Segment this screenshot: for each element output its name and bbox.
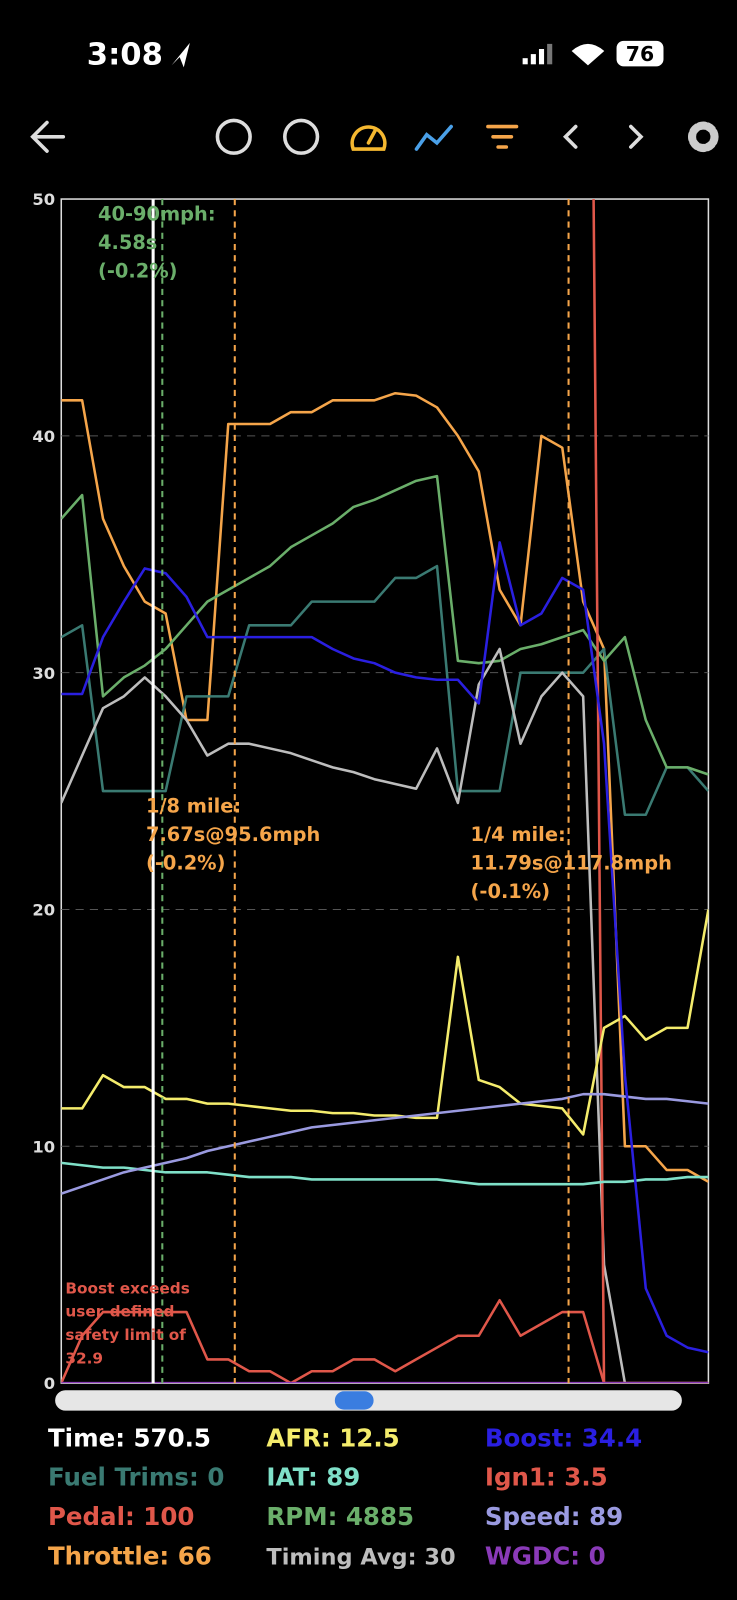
help-button[interactable] <box>283 118 320 155</box>
wifi-icon <box>571 43 605 66</box>
info-button[interactable] <box>215 118 252 155</box>
prev-button[interactable] <box>562 124 578 149</box>
annotation: (-0.2%) <box>146 852 226 875</box>
chart-button[interactable] <box>414 124 453 151</box>
location-icon <box>171 42 190 68</box>
series-line <box>61 541 709 1354</box>
annotation: Boost exceeds <box>65 1279 190 1297</box>
annotation: 32.9 <box>65 1350 103 1368</box>
signal-icon <box>522 43 553 65</box>
y-tick-label: 40 <box>32 427 55 446</box>
readout: Fuel Trims: 0 <box>48 1463 224 1492</box>
series-line <box>61 391 709 1183</box>
battery-icon <box>616 40 664 67</box>
readout: AFR: 12.5 <box>266 1423 399 1452</box>
readout: WGDC: 0 <box>485 1541 606 1570</box>
readout: Throttle: 66 <box>48 1541 212 1570</box>
battery-level: 76 <box>626 42 654 66</box>
readout: Ign1: 3.5 <box>485 1463 608 1492</box>
y-tick-label: 10 <box>32 1137 55 1156</box>
y-tick-label: 20 <box>32 901 55 920</box>
readout: Boost: 34.4 <box>485 1423 642 1452</box>
annotation: (-0.2%) <box>98 260 178 283</box>
annotation: user-defined <box>65 1303 174 1321</box>
annotation: 40-90mph: <box>98 202 216 225</box>
series-line <box>61 564 709 817</box>
series-line <box>61 909 709 1136</box>
back-button[interactable] <box>30 120 66 153</box>
settings-button[interactable] <box>687 121 719 153</box>
readout: Timing Avg: 30 <box>266 1544 455 1570</box>
readout: IAT: 89 <box>266 1463 360 1492</box>
series-line <box>61 1161 709 1186</box>
annotation: (-0.1%) <box>471 880 551 903</box>
series-line <box>61 474 709 776</box>
series-line <box>61 1298 709 1384</box>
annotation: 7.67s@95.6mph <box>146 823 320 846</box>
readout: RPM: 4885 <box>266 1502 414 1531</box>
y-tick-label: 0 <box>44 1374 55 1393</box>
annotation: 1/4 mile: <box>471 823 566 846</box>
clock: 3:08 <box>87 37 163 72</box>
series-line <box>61 1092 709 1195</box>
filter-button[interactable] <box>486 124 519 149</box>
annotation: 4.58s <box>98 231 157 254</box>
scrubber-thumb[interactable] <box>334 1391 374 1410</box>
readout: Pedal: 100 <box>48 1502 194 1531</box>
next-button[interactable] <box>629 124 644 149</box>
series-line <box>592 199 709 1384</box>
annotation: 11.79s@117.8mph <box>471 852 672 875</box>
y-tick-label: 30 <box>32 664 55 683</box>
series-line <box>61 647 709 1384</box>
gauge-button[interactable] <box>350 125 387 151</box>
annotation: 1/8 mile: <box>146 795 241 818</box>
readout: Time: 570.5 <box>48 1423 211 1452</box>
y-tick-label: 50 <box>32 190 55 209</box>
annotation: safety limit of <box>65 1326 186 1344</box>
readout: Speed: 89 <box>485 1502 623 1531</box>
